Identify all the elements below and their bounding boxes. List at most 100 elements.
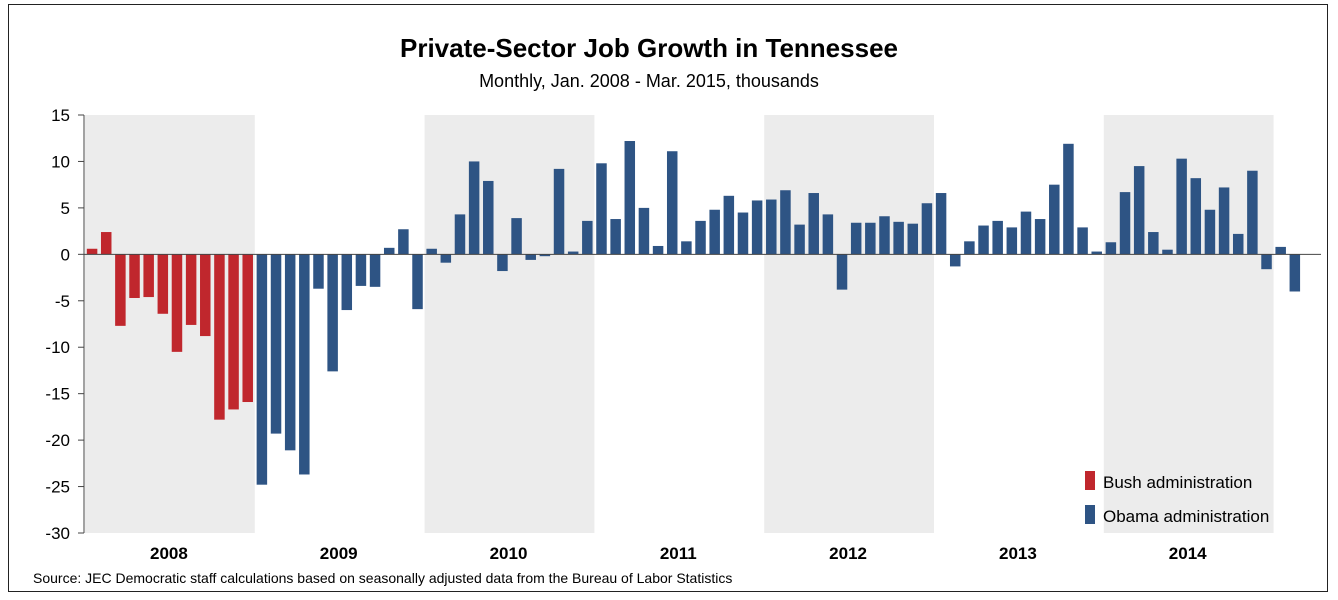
legend-label-obama: Obama administration (1103, 507, 1269, 526)
bar-month-60 (921, 203, 933, 255)
bar-month-80 (1204, 209, 1216, 255)
bar-month-21 (369, 254, 381, 287)
bar-month-2 (100, 232, 112, 255)
bar-month-17 (313, 254, 324, 289)
bar-month-71 (1077, 227, 1088, 255)
bar-month-49 (766, 199, 777, 255)
bar-month-38 (610, 219, 621, 255)
year-shade-2014 (1103, 115, 1274, 533)
bar-month-30 (497, 254, 508, 272)
bar-month-24 (412, 254, 423, 310)
year-shade-2008 (85, 115, 255, 533)
bar-month-33 (539, 254, 551, 257)
bar-month-55 (850, 222, 862, 255)
y-tick-label: -25 (45, 478, 70, 497)
bar-month-44 (695, 220, 706, 255)
bar-month-4 (129, 254, 140, 298)
bar-month-61 (935, 193, 947, 255)
bar-month-31 (511, 218, 522, 255)
bar-month-67 (1020, 211, 1032, 255)
bar-month-16 (299, 254, 310, 475)
x-tick-label-2014: 2014 (1169, 544, 1207, 563)
bar-month-65 (992, 220, 1003, 255)
year-shading (85, 115, 1274, 533)
bar-month-86 (1289, 254, 1301, 292)
bar-month-22 (383, 247, 395, 255)
bar-month-64 (978, 225, 989, 255)
bar-month-85 (1275, 246, 1286, 255)
y-tick-label: -20 (45, 431, 70, 450)
bar-month-62 (949, 254, 961, 267)
bar-month-40 (638, 207, 650, 255)
bar-month-56 (865, 222, 876, 255)
bar-month-36 (582, 220, 593, 255)
legend-label-bush: Bush administration (1103, 473, 1252, 492)
bar-month-58 (893, 221, 904, 255)
bar-month-1 (86, 248, 98, 255)
bar-month-11 (228, 254, 239, 410)
bar-month-7 (171, 254, 183, 352)
bar-month-45 (709, 209, 720, 255)
bar-month-29 (483, 180, 494, 255)
bar-month-15 (284, 254, 296, 451)
x-tick-label-2011: 2011 (660, 544, 697, 563)
legend: Bush administration Obama administration (1085, 471, 1269, 526)
bar-month-68 (1034, 219, 1046, 255)
bar-month-73 (1105, 242, 1117, 255)
y-tick-label: 0 (61, 245, 70, 264)
legend-swatch-bush (1085, 471, 1095, 490)
bar-month-39 (624, 141, 636, 255)
x-tick-label-2009: 2009 (320, 544, 358, 563)
bar-month-77 (1162, 249, 1173, 255)
bar-month-53 (822, 214, 834, 255)
bar-month-32 (525, 254, 536, 260)
y-tick-label: 10 (51, 152, 70, 171)
bar-month-23 (398, 229, 409, 255)
year-shade-2012 (764, 115, 934, 533)
bar-month-28 (468, 161, 480, 255)
legend-swatch-obama (1085, 505, 1095, 524)
bars (86, 141, 1301, 485)
bar-month-57 (879, 216, 890, 255)
bar-month-25 (426, 248, 437, 255)
x-tick-label-2010: 2010 (490, 544, 528, 563)
bar-month-47 (737, 212, 749, 255)
bar-month-54 (836, 254, 848, 290)
bar-month-84 (1261, 254, 1272, 270)
bar-month-41 (652, 245, 664, 255)
bar-month-51 (794, 224, 805, 255)
y-tick-label: -5 (55, 292, 70, 311)
bar-month-34 (553, 168, 565, 255)
bar-month-69 (1049, 184, 1060, 255)
y-tick-label: -30 (45, 524, 70, 543)
bar-month-26 (440, 254, 452, 263)
bar-month-66 (1006, 227, 1018, 255)
bar-month-5 (143, 254, 154, 298)
y-tick-label: -10 (45, 338, 70, 357)
bar-month-70 (1063, 143, 1074, 255)
bar-month-35 (567, 251, 579, 255)
bar-month-13 (256, 254, 268, 485)
bar-month-43 (681, 241, 692, 255)
bar-month-20 (355, 254, 367, 286)
bar-month-83 (1247, 170, 1258, 255)
y-tick-label: 5 (61, 199, 70, 218)
bar-month-82 (1232, 233, 1244, 255)
bar-month-6 (157, 254, 169, 314)
chart-subtitle: Monthly, Jan. 2008 - Mar. 2015, thousand… (479, 71, 819, 91)
bar-month-10 (214, 254, 225, 420)
x-tick-label-2012: 2012 (829, 544, 867, 563)
bar-month-75 (1133, 166, 1145, 255)
bar-month-81 (1218, 187, 1230, 255)
axes: 15 10 5 0 -5 -10 -15 -20 -25 -30 2008 2009 2010 2011 2… (45, 106, 1321, 563)
bar-month-78 (1176, 158, 1187, 255)
bar-month-9 (200, 254, 211, 337)
chart-frame: 15 10 5 0 -5 -10 -15 -20 -25 -30 2008 2009 2010 2011 2… (8, 4, 1328, 592)
bar-month-18 (327, 254, 338, 372)
bar-month-52 (808, 193, 819, 255)
bar-month-50 (780, 190, 791, 255)
chart-source: Source: JEC Democratic staff calculation… (33, 570, 732, 586)
bar-month-37 (596, 163, 607, 255)
bar-month-79 (1190, 178, 1202, 255)
bar-month-46 (723, 195, 735, 255)
